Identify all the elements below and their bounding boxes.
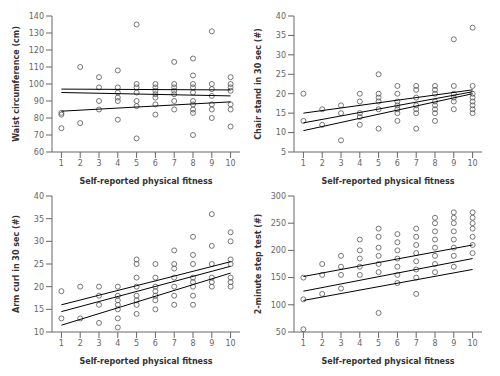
svg-text:7: 7	[172, 159, 177, 168]
svg-text:9: 9	[451, 339, 456, 348]
svg-text:1: 1	[59, 159, 64, 168]
svg-text:15: 15	[34, 305, 44, 314]
svg-text:4: 4	[115, 159, 120, 168]
svg-text:60: 60	[34, 148, 44, 157]
svg-text:8: 8	[190, 159, 195, 168]
svg-text:40: 40	[276, 12, 286, 21]
svg-text:40: 40	[34, 192, 44, 201]
svg-text:25: 25	[276, 70, 286, 79]
svg-text:20: 20	[34, 283, 44, 292]
svg-text:3: 3	[338, 159, 343, 168]
svg-text:140: 140	[29, 12, 44, 21]
svg-text:2: 2	[320, 339, 325, 348]
svg-text:120: 120	[29, 46, 44, 55]
svg-text:Self-reported physical fitness: Self-reported physical fitness	[79, 177, 212, 186]
svg-text:4: 4	[357, 339, 362, 348]
svg-text:100: 100	[29, 80, 44, 89]
svg-text:10: 10	[34, 328, 44, 337]
svg-text:4: 4	[115, 339, 120, 348]
svg-text:5: 5	[134, 159, 139, 168]
svg-text:300: 300	[271, 192, 286, 201]
svg-text:25: 25	[34, 260, 44, 269]
svg-text:30: 30	[34, 237, 44, 246]
svg-text:7: 7	[172, 339, 177, 348]
svg-text:3: 3	[96, 339, 101, 348]
svg-text:10: 10	[226, 159, 236, 168]
svg-text:Self-reported physical fitness: Self-reported physical fitness	[321, 177, 454, 186]
svg-text:Self-reported physical fitness: Self-reported physical fitness	[321, 357, 454, 366]
svg-text:200: 200	[271, 246, 286, 255]
svg-text:5: 5	[281, 148, 286, 157]
svg-text:Chair stand in 30 sec (#): Chair stand in 30 sec (#)	[254, 28, 263, 140]
svg-text:80: 80	[34, 114, 44, 123]
svg-text:9: 9	[451, 159, 456, 168]
svg-text:130: 130	[29, 29, 44, 38]
svg-text:Arm curl in 30 sec (#): Arm curl in 30 sec (#)	[12, 215, 21, 313]
svg-text:5: 5	[376, 159, 381, 168]
svg-text:2: 2	[78, 159, 83, 168]
svg-text:6: 6	[395, 339, 400, 348]
svg-text:7: 7	[414, 159, 419, 168]
svg-text:5: 5	[134, 339, 139, 348]
svg-text:8: 8	[432, 339, 437, 348]
svg-text:50: 50	[276, 328, 286, 337]
svg-text:20: 20	[276, 90, 286, 99]
svg-text:150: 150	[271, 273, 286, 282]
svg-text:3: 3	[338, 339, 343, 348]
svg-text:4: 4	[357, 159, 362, 168]
svg-text:15: 15	[276, 109, 286, 118]
svg-text:Waist circumference (cm): Waist circumference (cm)	[12, 26, 21, 142]
svg-text:30: 30	[276, 51, 286, 60]
svg-text:100: 100	[271, 301, 286, 310]
svg-text:90: 90	[34, 97, 44, 106]
svg-text:35: 35	[34, 215, 44, 224]
svg-text:35: 35	[276, 31, 286, 40]
svg-text:250: 250	[271, 219, 286, 228]
svg-text:5: 5	[376, 339, 381, 348]
svg-text:3: 3	[96, 159, 101, 168]
svg-text:6: 6	[395, 159, 400, 168]
svg-text:9: 9	[209, 339, 214, 348]
svg-text:10: 10	[468, 159, 478, 168]
svg-text:110: 110	[29, 63, 44, 72]
svg-text:10: 10	[276, 128, 286, 137]
svg-text:10: 10	[468, 339, 478, 348]
svg-text:7: 7	[414, 339, 419, 348]
svg-text:1: 1	[59, 339, 64, 348]
svg-text:9: 9	[209, 159, 214, 168]
svg-text:10: 10	[226, 339, 236, 348]
svg-text:70: 70	[34, 131, 44, 140]
svg-text:8: 8	[190, 339, 195, 348]
svg-text:1: 1	[301, 339, 306, 348]
svg-text:2: 2	[78, 339, 83, 348]
svg-text:2: 2	[320, 159, 325, 168]
svg-text:8: 8	[432, 159, 437, 168]
svg-text:2-minute step test (#): 2-minute step test (#)	[254, 214, 263, 315]
svg-text:6: 6	[153, 159, 158, 168]
svg-text:Self-reported physical fitness: Self-reported physical fitness	[79, 357, 212, 366]
svg-text:6: 6	[153, 339, 158, 348]
svg-text:1: 1	[301, 159, 306, 168]
